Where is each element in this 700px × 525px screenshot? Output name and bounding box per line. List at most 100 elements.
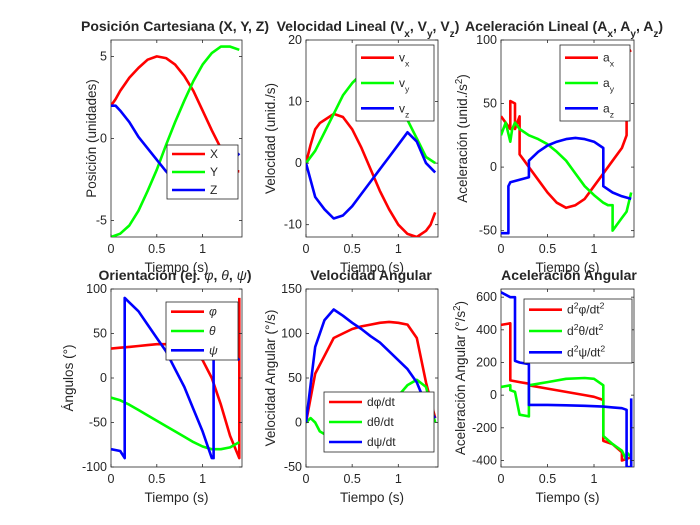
y-tick-label: 200: [476, 355, 497, 369]
legend-label-d2theta: d2θ/dt2: [567, 322, 604, 338]
x-tick-label: 0.5: [148, 242, 165, 256]
chart-title: Aceleración Angular: [501, 267, 637, 283]
chart-title: Orientación (ej. φ, θ, ψ): [99, 267, 252, 283]
y-tick-label: 0: [100, 371, 107, 385]
series-line-vx: [306, 112, 437, 237]
legend-label-dphi: dφ/dt: [367, 395, 395, 409]
x-tick-label: 1: [395, 242, 402, 256]
legend: φθψ: [165, 301, 239, 361]
chart-title: Velocidad Lineal (Vx, Vy, Vz): [277, 18, 460, 40]
x-tick-label: 0: [303, 472, 310, 486]
y-axis-label: Posición (unidades): [84, 79, 99, 198]
x-tick-label: 0: [498, 472, 505, 486]
y-tick-label: 0: [295, 156, 302, 170]
y-axis-label: Aceleración (unid./s2): [454, 74, 471, 202]
x-tick-label: 0: [108, 472, 115, 486]
series-line-ax: [501, 49, 632, 210]
legend-label-az: az: [603, 101, 614, 119]
x-tick-label: 0.5: [539, 472, 556, 486]
x-tick-label: 1: [591, 242, 598, 256]
legend: d2φ/dt2 d2θ/dt2 d2ψ/dt2: [523, 298, 633, 364]
x-tick-label: 0.5: [343, 472, 360, 486]
x-tick-label: 1: [591, 472, 598, 486]
legend-label-theta: θ: [209, 324, 216, 338]
legend-label-vy: vy: [399, 76, 410, 94]
y-tick-label: 0: [490, 160, 497, 174]
y-axis-label: Ángulos (°): [61, 345, 76, 412]
y-axis-label: Velocidad Angular (°/s): [263, 310, 278, 447]
legend-label-dtheta: dθ/dt: [367, 415, 394, 429]
series-line-ay: [501, 121, 633, 232]
series-line-d2theta: [501, 376, 633, 462]
series-line-dphi: [306, 320, 437, 423]
legend: XYZ: [166, 144, 239, 200]
series-line-Y: [111, 45, 240, 237]
y-tick-label: -5: [96, 214, 107, 228]
y-tick-label: 400: [476, 323, 497, 337]
legend-label-dpsi: dψ/dt: [367, 435, 396, 449]
y-tick-label: 100: [86, 282, 107, 296]
series-line-d2psi: [501, 291, 633, 467]
x-tick-label: 1: [395, 472, 402, 486]
y-tick-label: -10: [284, 218, 302, 232]
y-tick-label: 600: [476, 290, 497, 304]
x-tick-label: 0.5: [539, 242, 556, 256]
plot-area: [110, 39, 243, 238]
x-tick-label: 0: [108, 242, 115, 256]
subplot-4: 0 0.5 1 -100 -50 0 50 100 Tiempo (s) Ángulos (°) O…: [61, 267, 251, 505]
y-tick-label: -400: [472, 453, 497, 467]
x-axis-label: Tiempo (s): [144, 490, 208, 505]
legend-label-vx: vx: [399, 51, 410, 69]
x-tick-label: 0.5: [148, 472, 165, 486]
subplot-6: 0 0.5 1 -400 -200 0 200 400 600 Tiempo (s) Acelera…: [452, 267, 638, 505]
y-tick-label: 50: [483, 97, 497, 111]
y-tick-label: 0: [100, 132, 107, 146]
y-tick-label: 50: [288, 371, 302, 385]
y-tick-label: -50: [284, 460, 302, 474]
y-tick-label: 150: [281, 282, 302, 296]
x-axis-label: Tiempo (s): [535, 260, 599, 275]
legend-label-Z: Z: [210, 183, 217, 197]
x-axis-label: Tiempo (s): [535, 490, 599, 505]
x-tick-label: 1: [199, 472, 206, 486]
chart-title: Aceleración Lineal (Ax, Ay, Az): [465, 18, 663, 40]
chart-title: Velocidad Angular: [310, 267, 432, 283]
legend-label-d2psi: d2ψ/dt2: [567, 343, 605, 359]
legend-label-d2phi: d2φ/dt2: [567, 301, 605, 317]
legend-label-X: X: [210, 147, 218, 161]
y-tick-label: -50: [479, 224, 497, 238]
chart-title: Posición Cartesiana (X, Y, Z): [81, 18, 269, 34]
legend-label-vz: vz: [399, 101, 409, 119]
legend-label-psi: ψ: [209, 343, 218, 357]
legend-label-ay: ay: [603, 76, 615, 94]
y-tick-label: -100: [82, 460, 107, 474]
legend: vx vy vz: [355, 44, 435, 122]
x-axis-label: Tiempo (s): [144, 260, 208, 275]
y-axis-label: Aceleración Angular (°/s2): [452, 301, 469, 455]
x-axis-label: Tiempo (s): [340, 260, 404, 275]
y-tick-label: 50: [93, 327, 107, 341]
y-tick-label: 100: [476, 33, 497, 47]
legend-label-ax: ax: [603, 51, 615, 69]
y-tick-label: 0: [295, 416, 302, 430]
y-tick-label: 20: [288, 33, 302, 47]
y-tick-label: 5: [100, 49, 107, 63]
legend: dφ/dt dθ/dt dψ/dt: [323, 391, 435, 453]
y-tick-label: -50: [89, 416, 107, 430]
y-tick-label: -200: [472, 421, 497, 435]
legend-label-phi: φ: [209, 305, 217, 319]
legend-label-Y: Y: [210, 165, 218, 179]
x-tick-label: 0: [303, 242, 310, 256]
x-tick-label: 0.5: [343, 242, 360, 256]
x-tick-label: 0: [498, 242, 505, 256]
y-tick-label: 100: [281, 327, 302, 341]
series-line-az: [501, 136, 632, 235]
x-axis-label: Tiempo (s): [340, 490, 404, 505]
series-line-theta: [111, 396, 240, 451]
x-tick-label: 1: [199, 242, 206, 256]
